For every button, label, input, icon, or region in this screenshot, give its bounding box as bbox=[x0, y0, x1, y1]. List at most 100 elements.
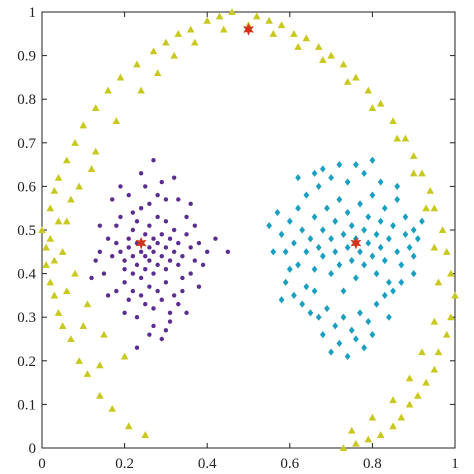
y-tick-label: 0.4 bbox=[17, 267, 36, 283]
dot-point bbox=[147, 258, 152, 263]
diamond-point bbox=[410, 252, 417, 260]
diamond-point bbox=[340, 230, 347, 238]
dot-point bbox=[159, 253, 164, 259]
triangle-point bbox=[434, 348, 443, 356]
triangle-point bbox=[339, 444, 348, 452]
triangle-point bbox=[368, 413, 377, 421]
diamond-point bbox=[377, 243, 384, 252]
triangle-point bbox=[96, 361, 104, 369]
diamond-point bbox=[410, 226, 417, 234]
triangle-point bbox=[447, 313, 455, 321]
triangle-point bbox=[447, 269, 455, 277]
dot-point bbox=[205, 249, 210, 254]
diamond-point bbox=[406, 243, 413, 252]
dot-point bbox=[130, 227, 136, 233]
triangle-point bbox=[269, 30, 278, 37]
triangle-point bbox=[54, 217, 63, 225]
dot-point bbox=[167, 258, 173, 263]
dot-point bbox=[138, 293, 144, 298]
triangle-point bbox=[170, 51, 178, 59]
diamond-point bbox=[299, 300, 306, 308]
dot-point bbox=[176, 301, 181, 307]
dot-point bbox=[176, 197, 181, 202]
diamond-point bbox=[324, 304, 330, 313]
triangle-point bbox=[50, 291, 59, 299]
diamond-point bbox=[386, 235, 392, 243]
diamond-point bbox=[414, 235, 421, 243]
dot-point bbox=[147, 245, 152, 250]
diamond-point bbox=[377, 178, 384, 186]
diamond-point bbox=[394, 195, 401, 204]
dot-point bbox=[126, 192, 131, 198]
triangle-point bbox=[203, 16, 211, 24]
y-tick-label: 0.5 bbox=[17, 223, 36, 239]
dot-point bbox=[171, 249, 177, 254]
dot-point bbox=[126, 245, 131, 250]
diamond-point bbox=[270, 248, 277, 256]
triangle-point bbox=[442, 248, 451, 255]
dot-point bbox=[151, 236, 156, 241]
triangle-point bbox=[327, 51, 335, 59]
diamond-point bbox=[344, 178, 351, 186]
diamond-point bbox=[361, 226, 368, 234]
diamond-point bbox=[332, 248, 339, 256]
x-tick-label: 0.6 bbox=[280, 456, 299, 472]
diamond-point bbox=[361, 261, 368, 269]
triangle-point bbox=[71, 139, 79, 146]
triangle-point bbox=[124, 422, 133, 430]
triangle-point bbox=[153, 69, 162, 77]
triangle-point bbox=[252, 12, 261, 20]
diamond-point bbox=[311, 287, 318, 295]
dot-point bbox=[134, 262, 140, 268]
x-tick-label: 0.2 bbox=[115, 456, 134, 472]
dot-point bbox=[151, 249, 156, 254]
dot-point bbox=[114, 288, 119, 294]
triangle-point bbox=[83, 370, 92, 377]
diamond-point bbox=[357, 309, 363, 317]
dot-point bbox=[155, 262, 160, 268]
triangle-point bbox=[319, 56, 327, 63]
axes bbox=[41, 11, 456, 449]
x-tick-label: 1 bbox=[451, 456, 459, 472]
y-tick-label: 0.3 bbox=[17, 310, 36, 326]
triangle-point bbox=[434, 278, 443, 286]
dot-point bbox=[126, 236, 131, 241]
diamond-point bbox=[311, 213, 318, 221]
dot-point bbox=[110, 253, 115, 259]
triangle-point bbox=[104, 86, 112, 94]
dot-point bbox=[143, 301, 148, 307]
triangle-point bbox=[277, 21, 286, 29]
triangle-point bbox=[352, 439, 360, 447]
diamond-point bbox=[344, 208, 351, 217]
diamond-point bbox=[315, 182, 322, 190]
dot-point bbox=[184, 232, 189, 237]
triangle-point bbox=[430, 243, 439, 251]
y-tick-label: 0.1 bbox=[17, 397, 36, 413]
star-point bbox=[243, 23, 254, 36]
diamond-point bbox=[291, 239, 297, 247]
diamond-point bbox=[319, 252, 326, 260]
triangle-point bbox=[438, 226, 447, 234]
dot-point bbox=[196, 284, 202, 289]
diamond-point bbox=[336, 339, 343, 347]
diamond-point bbox=[357, 248, 363, 256]
diamond-point bbox=[319, 226, 326, 234]
dot-point bbox=[163, 219, 169, 224]
diamond-point bbox=[365, 213, 372, 221]
triangle-point bbox=[422, 204, 430, 212]
dot-point bbox=[180, 253, 185, 259]
diamond-point bbox=[295, 174, 301, 182]
dot-point bbox=[180, 288, 185, 294]
dot-point bbox=[93, 258, 98, 263]
diamond-point bbox=[311, 169, 318, 177]
diamond-point bbox=[295, 204, 301, 212]
diamond-point bbox=[291, 291, 297, 299]
dot-point bbox=[176, 262, 181, 268]
triangle-point bbox=[376, 99, 385, 107]
triangle-point bbox=[42, 243, 50, 251]
dot-point bbox=[159, 336, 164, 342]
triangle-point bbox=[409, 169, 418, 177]
dot-point bbox=[188, 245, 193, 250]
triangle-point bbox=[215, 12, 224, 20]
triangle-point bbox=[228, 8, 236, 16]
